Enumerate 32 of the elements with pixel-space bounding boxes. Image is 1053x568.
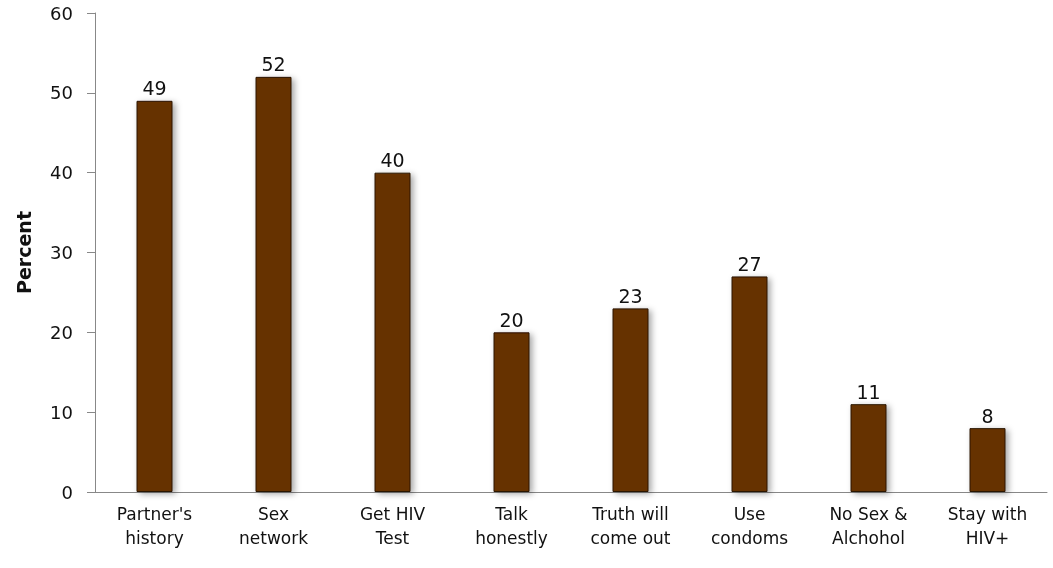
data-label: 52 — [261, 53, 286, 76]
bar — [850, 404, 887, 492]
x-tick-label: Get HIV Test — [359, 504, 426, 548]
y-tick-label: 30 — [50, 242, 73, 263]
y-tick-label: 10 — [50, 401, 73, 423]
bar — [969, 428, 1006, 492]
bar — [493, 332, 530, 492]
y-tick-label: 0 — [61, 481, 73, 503]
bar — [136, 100, 173, 492]
data-label: 40 — [380, 149, 405, 172]
x-tick-label: Use condoms — [710, 504, 789, 548]
x-tick-label: No Sex & Alchohol — [829, 504, 908, 548]
y-tick-label: 60 — [50, 2, 73, 24]
y-tick-label: 40 — [50, 162, 73, 184]
bar — [612, 308, 649, 492]
data-label: 27 — [737, 252, 762, 275]
y-tick-label: 20 — [50, 321, 73, 343]
data-label: 20 — [499, 308, 524, 331]
x-tick-label: Stay with HIV+ — [947, 504, 1028, 548]
bar — [374, 172, 411, 492]
bar — [255, 76, 292, 492]
x-tick-label: Sex network — [238, 504, 309, 548]
bar — [731, 276, 768, 492]
data-label: 8 — [981, 404, 994, 427]
x-tick-label: Partner's history — [116, 504, 193, 548]
data-label: 49 — [142, 77, 167, 100]
x-tick-label: Truth will come out — [590, 504, 671, 548]
data-label: 11 — [856, 380, 881, 403]
x-tick-label: Talk honestly — [475, 504, 548, 548]
y-tick-label: 50 — [50, 82, 73, 104]
y-axis-title: Percent — [12, 211, 35, 294]
data-label: 23 — [618, 284, 643, 307]
